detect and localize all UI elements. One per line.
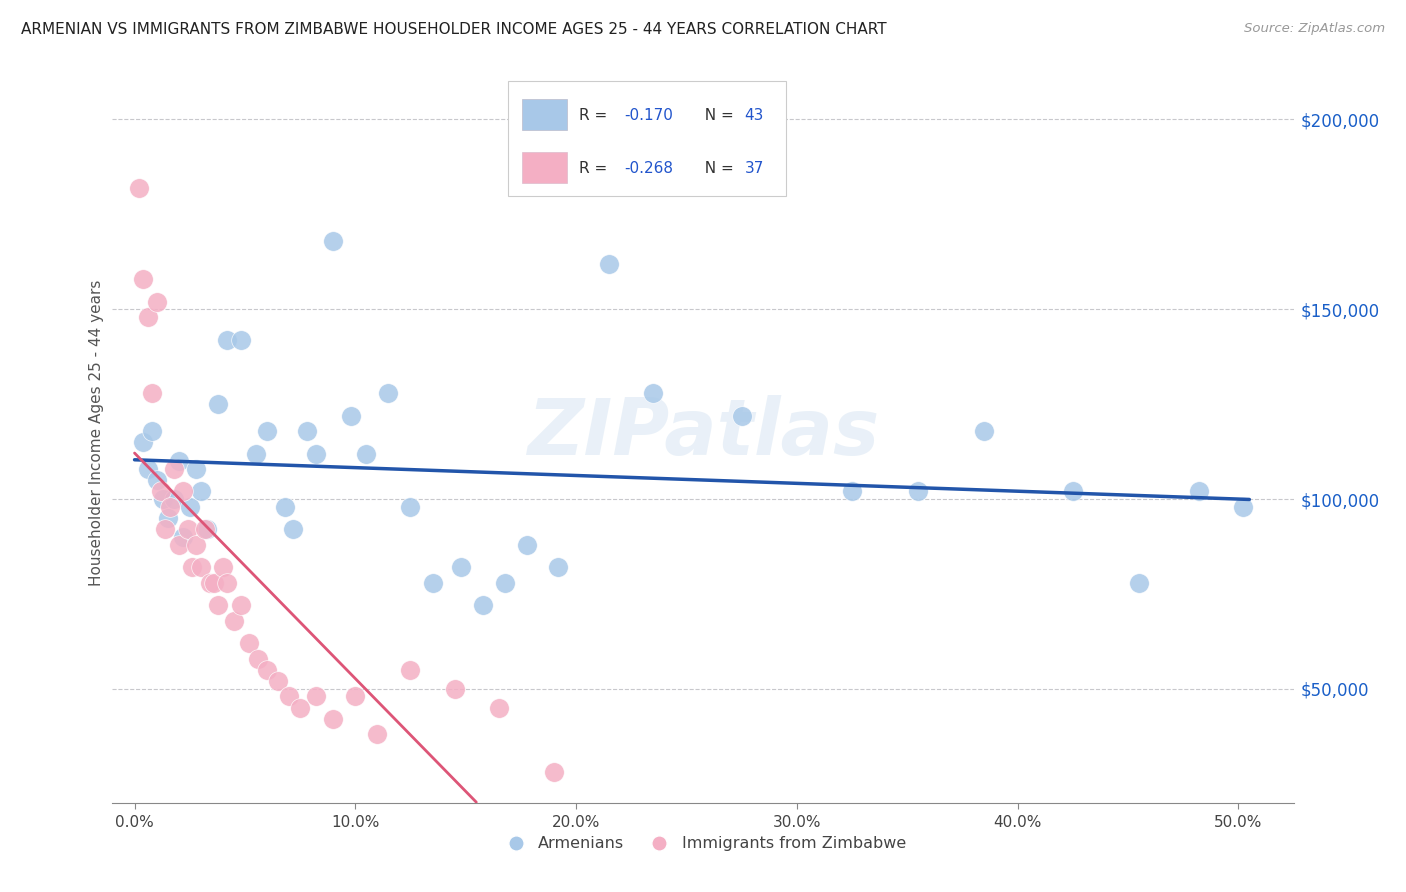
Point: [295, 424, 318, 438]
Point: [288, 701, 311, 715]
Point: [207, 397, 229, 411]
Point: [598, 257, 620, 271]
Point: [543, 765, 565, 780]
Point: [172, 530, 194, 544]
Point: [399, 500, 422, 514]
Point: [1062, 484, 1084, 499]
Point: [340, 409, 363, 423]
Point: [194, 523, 217, 537]
Point: [643, 385, 665, 400]
Point: [399, 663, 422, 677]
Point: [167, 538, 190, 552]
Point: [494, 575, 516, 590]
Point: [217, 333, 239, 347]
Point: [450, 560, 472, 574]
Point: [322, 234, 344, 248]
Point: [176, 523, 198, 537]
Point: [472, 599, 495, 613]
Point: [152, 491, 174, 506]
Point: [229, 333, 252, 347]
Point: [273, 500, 295, 514]
Point: [190, 484, 212, 499]
Point: [222, 614, 245, 628]
Point: [256, 424, 278, 438]
Point: [547, 560, 569, 574]
Point: [730, 409, 752, 423]
Point: [488, 701, 510, 715]
Text: 43: 43: [744, 108, 763, 122]
Point: [267, 674, 290, 689]
Point: [132, 272, 155, 286]
Text: N =: N =: [695, 108, 738, 122]
Point: [150, 484, 173, 499]
Point: [304, 690, 326, 704]
Point: [145, 294, 167, 309]
Point: [422, 575, 444, 590]
Point: [247, 651, 270, 665]
Point: [172, 484, 194, 499]
Point: [207, 599, 229, 613]
Point: [212, 560, 235, 574]
Legend: Armenians, Immigrants from Zimbabwe: Armenians, Immigrants from Zimbabwe: [494, 830, 912, 858]
Text: ZIPatlas: ZIPatlas: [527, 394, 879, 471]
Point: [167, 454, 190, 468]
Bar: [522, 152, 567, 183]
Point: [198, 575, 221, 590]
Point: [163, 461, 186, 475]
Point: [356, 446, 378, 460]
Point: [136, 310, 159, 324]
Point: [516, 538, 538, 552]
Point: [256, 663, 278, 677]
Point: [141, 424, 163, 438]
Text: R =: R =: [579, 161, 612, 176]
Point: [186, 538, 208, 552]
Point: [181, 560, 204, 574]
Point: [132, 435, 155, 450]
Bar: [522, 99, 567, 130]
Point: [229, 599, 252, 613]
Text: N =: N =: [695, 161, 738, 176]
Point: [366, 727, 388, 741]
Text: R =: R =: [579, 108, 612, 122]
Point: [179, 500, 201, 514]
Point: [283, 523, 305, 537]
Point: [136, 461, 159, 475]
Point: [278, 690, 301, 704]
FancyBboxPatch shape: [508, 81, 786, 195]
Text: -0.170: -0.170: [624, 108, 672, 122]
Point: [186, 461, 208, 475]
Point: [156, 511, 179, 525]
Point: [245, 446, 267, 460]
Point: [141, 385, 163, 400]
Point: [155, 523, 177, 537]
Point: [217, 575, 239, 590]
Text: -0.268: -0.268: [624, 161, 673, 176]
Point: [1232, 500, 1254, 514]
Point: [907, 484, 929, 499]
Point: [322, 712, 344, 726]
Point: [197, 523, 219, 537]
Point: [377, 385, 399, 400]
Point: [344, 690, 367, 704]
Point: [128, 180, 150, 194]
Point: [159, 500, 181, 514]
Point: [841, 484, 863, 499]
Point: [238, 636, 260, 650]
Text: 37: 37: [744, 161, 763, 176]
Point: [190, 560, 212, 574]
Point: [202, 575, 225, 590]
Point: [163, 491, 186, 506]
Point: [443, 681, 465, 696]
Text: ARMENIAN VS IMMIGRANTS FROM ZIMBABWE HOUSEHOLDER INCOME AGES 25 - 44 YEARS CORRE: ARMENIAN VS IMMIGRANTS FROM ZIMBABWE HOU…: [21, 22, 887, 37]
Text: Source: ZipAtlas.com: Source: ZipAtlas.com: [1244, 22, 1385, 36]
Point: [1128, 575, 1150, 590]
Point: [145, 473, 167, 487]
Y-axis label: Householder Income Ages 25 - 44 years: Householder Income Ages 25 - 44 years: [89, 279, 104, 586]
Point: [1187, 484, 1209, 499]
Point: [973, 424, 995, 438]
Point: [304, 446, 326, 460]
